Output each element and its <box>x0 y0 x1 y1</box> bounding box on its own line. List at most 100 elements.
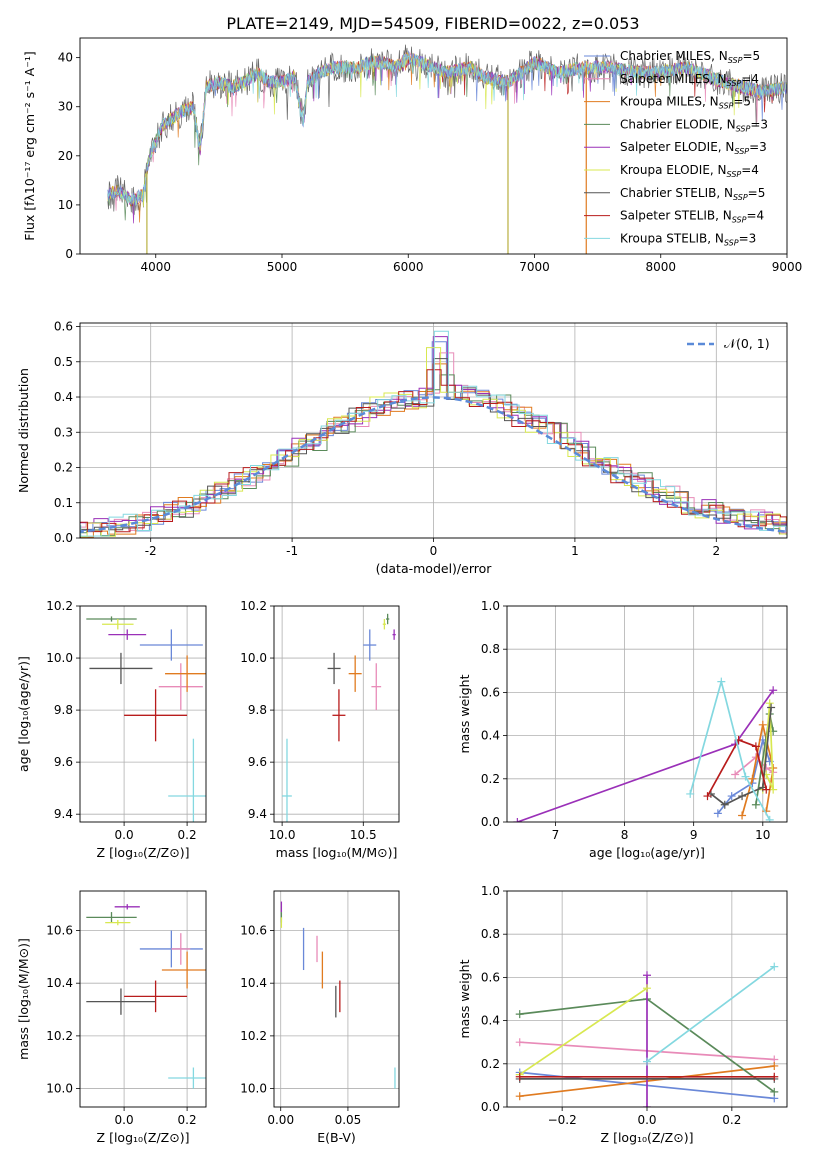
y-tick-label: 10.0 <box>46 1082 73 1096</box>
y-tick-label: 0.1 <box>54 496 73 510</box>
plot-area <box>507 606 787 822</box>
weight-marker <box>765 699 774 708</box>
y-axis-label: Flux [fλ10⁻¹⁷ erg cm⁻² s⁻¹ A⁻¹] <box>22 51 37 240</box>
weight-marker <box>643 1103 651 1107</box>
x-tick-label: 8 <box>621 828 629 842</box>
y-tick-label: 0.6 <box>481 970 500 984</box>
y-tick-label: 10.2 <box>240 1029 267 1043</box>
y-tick-label: 1.0 <box>481 884 500 898</box>
legend-label: Chabrier MILES, NSSP=5 <box>620 49 760 65</box>
y-tick-label: 0.6 <box>54 320 73 334</box>
weight-marker <box>770 1061 779 1070</box>
series-layer <box>515 962 779 1107</box>
x-tick-label: 8000 <box>645 260 676 274</box>
weight-marker <box>515 1038 524 1047</box>
weight-marker <box>731 770 740 779</box>
x-axis-label: Z [log₁₀(Z/Z⊙)] <box>97 845 190 860</box>
y-tick-label: 0.6 <box>481 685 500 699</box>
axes-frame <box>273 605 400 823</box>
x-tick-label: 0.2 <box>178 828 197 842</box>
y-tick-label: 10 <box>58 198 73 212</box>
axes-frame <box>79 605 207 823</box>
y-tick-label: 0.4 <box>481 1014 500 1028</box>
y-tick-label: 9.8 <box>54 703 73 717</box>
panel-weight_vs_age: 7 8 9 10 0.0 0.2 0.4 0.6 0.8 1.0 age [log₁₀(age/yr… <box>457 599 788 860</box>
weight-marker <box>686 789 695 798</box>
spectrum-legend: Chabrier MILES, NSSP=5 Salpeter MILES, NS… <box>584 49 768 247</box>
weight-line <box>734 756 774 776</box>
y-tick-label: 0.4 <box>481 729 500 743</box>
legend-label: Kroupa ELODIE, NSSP=4 <box>620 163 759 179</box>
series-layer <box>280 901 396 1089</box>
panel-spectrum: 4000 5000 6000 7000 8000 9000 0 10 20 30 40 Flux [f… <box>22 37 802 274</box>
spectrum-line <box>107 53 787 206</box>
panel-age_vs_Z: 0.0 0.2 9.4 9.6 9.8 10.0 10.2 Z [log₁₀(Z/Z⊙)] ag… <box>16 599 207 860</box>
y-tick-label: 0.2 <box>481 772 500 786</box>
legend-label: Kroupa MILES, NSSP=5 <box>620 95 751 111</box>
weight-marker <box>770 1072 779 1081</box>
y-axis-label: mass [log₁₀(M/M⊙)] <box>16 938 31 1060</box>
axes-frame <box>506 605 788 823</box>
weight-marker <box>643 971 651 980</box>
x-axis-label: mass [log₁₀(M/M⊙)] <box>276 845 398 860</box>
panel-weight_vs_Z: −0.2 0.0 0.2 0.0 0.2 0.4 0.6 0.8 1.0 Z [log₁₀(Z/Z… <box>457 884 788 1145</box>
weight-marker <box>515 1092 524 1101</box>
y-tick-label: 0.0 <box>54 531 73 545</box>
weight-marker <box>515 1072 524 1081</box>
series-layer <box>86 904 206 1089</box>
legend-label: Salpeter MILES, NSSP=4 <box>620 72 759 88</box>
x-tick-label: 0.0 <box>115 828 134 842</box>
y-tick-label: 10.0 <box>240 1082 267 1096</box>
y-tick-label: 20 <box>58 149 73 163</box>
weight-line <box>689 678 771 821</box>
histogram-step <box>80 352 787 534</box>
axes-frame <box>506 890 788 1108</box>
plot-area <box>80 606 206 822</box>
weight-marker <box>748 774 757 783</box>
weight-marker <box>769 686 778 695</box>
y-tick-label: 9.4 <box>248 807 267 821</box>
weight-marker <box>769 785 778 794</box>
y-tick-label: 0.2 <box>54 461 73 475</box>
x-tick-label: 10 <box>755 828 770 842</box>
y-tick-label: 10.0 <box>240 651 267 665</box>
x-tick-label: 6000 <box>393 260 424 274</box>
legend-label: Chabrier ELODIE, NSSP=3 <box>620 117 768 133</box>
y-tick-label: 10.0 <box>46 651 73 665</box>
legend-label: 𝒩(0, 1) <box>724 336 770 351</box>
weight-marker <box>738 811 747 820</box>
legend-label: Chabrier STELIB, NSSP=5 <box>620 186 765 202</box>
weight-marker <box>765 815 774 822</box>
y-axis-label: age [log₁₀(age/yr)] <box>16 656 31 772</box>
panel-mass_vs_EBV: 0.00 0.05 10.0 10.2 10.4 10.6 E(B-V) <box>240 890 400 1145</box>
histogram-step <box>80 341 787 535</box>
weight-line <box>706 738 768 797</box>
y-tick-label: 10.4 <box>46 976 73 990</box>
y-tick-label: 10.6 <box>46 924 73 938</box>
weight-marker <box>770 962 779 971</box>
axes-frame <box>79 322 788 539</box>
weight-marker <box>515 1010 524 1019</box>
y-tick-label: 0.3 <box>54 425 73 439</box>
weight-marker <box>703 792 712 801</box>
plot-area <box>274 891 399 1107</box>
weight-marker <box>513 818 522 822</box>
y-tick-label: 9.4 <box>54 807 73 821</box>
panel-mass_vs_Z: 0.0 0.2 10.0 10.2 10.4 10.6 Z [log₁₀(Z/Z⊙)] mas… <box>16 890 207 1145</box>
series-layer <box>107 44 787 254</box>
y-tick-label: 0.0 <box>481 1100 500 1114</box>
x-tick-label: 0.2 <box>722 1113 741 1127</box>
weight-marker <box>717 677 726 686</box>
x-tick-label: 0.2 <box>178 1113 197 1127</box>
x-tick-label: -2 <box>145 544 157 558</box>
y-tick-label: 9.8 <box>248 703 267 717</box>
x-tick-label: 0 <box>430 544 438 558</box>
x-tick-label: 10.0 <box>269 828 296 842</box>
x-axis-label: Z [log₁₀(Z/Z⊙)] <box>601 1130 694 1145</box>
gaussian-curve <box>80 396 787 534</box>
y-axis-label: mass weight <box>457 959 472 1038</box>
y-tick-label: 0.8 <box>481 642 500 656</box>
x-tick-label: 2 <box>712 544 720 558</box>
y-axis-label: Normed distribution <box>16 368 31 493</box>
